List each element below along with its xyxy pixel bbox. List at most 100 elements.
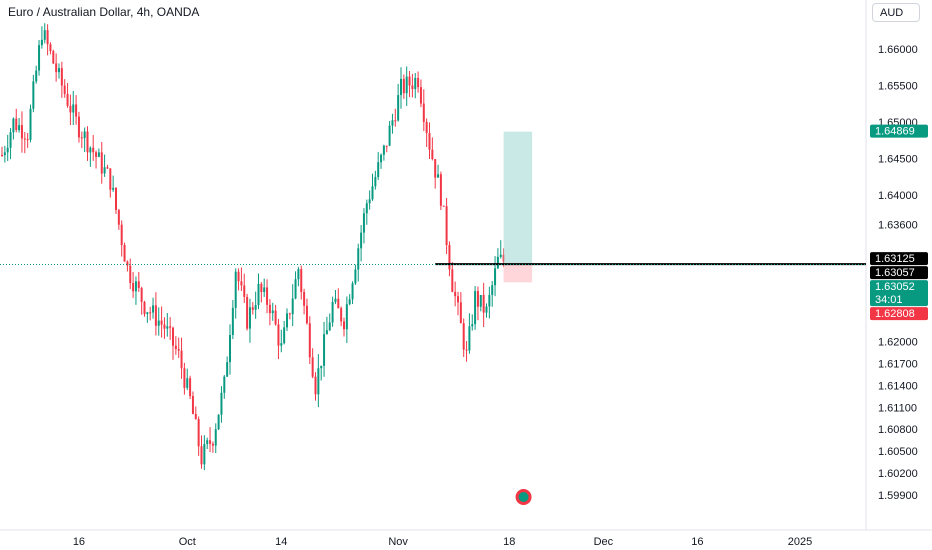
candle-body <box>18 125 21 131</box>
candle-body <box>217 414 220 430</box>
y-tick-label: 1.61700 <box>878 358 918 370</box>
candle-body <box>479 295 482 307</box>
candle-body <box>152 305 155 313</box>
candle-body <box>146 312 149 315</box>
candle-body <box>439 174 442 206</box>
y-tick-label: 1.65500 <box>878 80 918 92</box>
x-tick-label: Dec <box>594 536 614 548</box>
candle-body <box>462 323 465 350</box>
candle-body <box>231 307 234 335</box>
candle-body <box>397 95 400 121</box>
candle-body <box>237 271 240 282</box>
candle-body <box>417 78 420 88</box>
candle-body <box>166 326 169 329</box>
candle-body <box>137 281 140 288</box>
candle-body <box>305 305 308 324</box>
candle-body <box>140 287 143 302</box>
candle-body <box>177 349 180 351</box>
candle-body <box>419 87 422 104</box>
candle-body <box>189 378 192 397</box>
candle-body <box>385 145 388 147</box>
candle-body <box>482 295 485 313</box>
currency-selector[interactable]: AUD <box>872 3 920 22</box>
candle-body <box>334 298 337 303</box>
candle-body <box>457 296 459 303</box>
candle-body <box>277 324 280 346</box>
candle-body <box>40 39 43 46</box>
candle-body <box>485 306 488 313</box>
candle-body <box>194 413 197 420</box>
y-tick-label: 1.60800 <box>878 424 918 436</box>
candle-body <box>382 145 385 155</box>
candle-body <box>123 244 126 262</box>
candle-body <box>46 30 49 45</box>
price-tag <box>870 280 928 307</box>
x-tick-label: 14 <box>275 536 287 548</box>
candle-body <box>448 245 451 270</box>
candle-body <box>325 330 328 335</box>
candle-body <box>274 310 277 325</box>
candle-body <box>340 308 343 322</box>
candle-body <box>149 312 152 314</box>
price-tag-countdown: 34:01 <box>875 294 903 306</box>
candle-body <box>6 147 9 153</box>
candle-body <box>454 291 457 297</box>
candle-body <box>157 320 160 326</box>
candle-body <box>405 76 408 94</box>
candle-body <box>92 147 95 153</box>
candle-body <box>229 334 231 363</box>
candle-body <box>191 396 194 414</box>
candle-body <box>132 282 135 292</box>
candle-body <box>354 269 357 284</box>
x-tick-label: Nov <box>388 536 408 548</box>
target-zone <box>503 131 533 265</box>
candle-body <box>243 285 246 297</box>
stop-zone <box>503 264 533 283</box>
candle-body <box>388 125 391 146</box>
candle-body <box>203 444 206 465</box>
candle-body <box>12 118 15 133</box>
candle-body <box>200 446 203 465</box>
candle-body <box>337 298 340 309</box>
candle-body <box>160 320 163 325</box>
candle-body <box>240 281 243 286</box>
candle-body <box>186 378 189 388</box>
candle-body <box>58 68 60 73</box>
price-tag-value: 1.63057 <box>875 267 915 279</box>
y-tick-label: 1.60500 <box>878 446 918 458</box>
candle-body <box>72 104 75 113</box>
candle-body <box>465 349 468 351</box>
candle-body <box>251 307 254 310</box>
candle-body <box>496 256 499 269</box>
candle-body <box>1 154 3 156</box>
candle-body <box>120 224 123 245</box>
candle-body <box>86 131 89 153</box>
y-tick-label: 1.60200 <box>878 468 918 480</box>
price-tag-value: 1.63052 <box>875 281 915 293</box>
candle-body <box>32 81 35 109</box>
candle-body <box>451 269 454 292</box>
candle-body <box>77 116 80 138</box>
candle-body <box>20 125 23 139</box>
candle-body <box>271 310 274 314</box>
candle-body <box>380 154 383 163</box>
candle-body <box>38 45 41 71</box>
candle-body <box>362 213 365 233</box>
candle-body <box>345 304 348 330</box>
candle-body <box>23 138 26 140</box>
candle-body <box>248 307 251 329</box>
candle-body <box>400 78 402 96</box>
candle-body <box>437 174 440 178</box>
candle-body <box>317 368 320 395</box>
candle-body <box>360 232 363 249</box>
candle-body <box>174 345 177 350</box>
candle-body <box>43 30 46 40</box>
candle-body <box>260 283 263 293</box>
candle-body <box>268 304 271 314</box>
candle-body <box>103 167 106 174</box>
candle-body <box>223 376 226 393</box>
candle-body <box>134 281 137 292</box>
candle-body <box>303 292 306 306</box>
price-tag <box>870 124 928 138</box>
